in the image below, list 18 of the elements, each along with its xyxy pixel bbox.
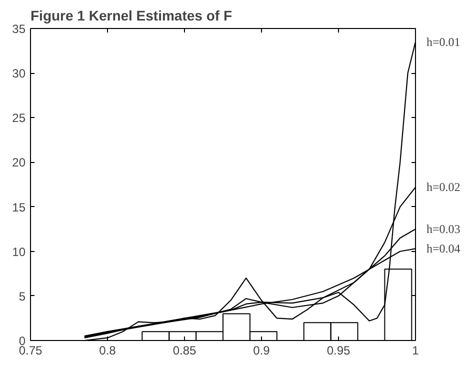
y-tick-label: 35 xyxy=(12,22,26,36)
x-tick-label: 0.9 xyxy=(253,344,270,358)
x-tick-label: 0.85 xyxy=(172,344,197,358)
x-tick-label: 1 xyxy=(412,344,420,358)
y-tick-label: 30 xyxy=(12,66,26,81)
x-tick-label: 0.75 xyxy=(18,344,43,358)
series-label: h=0.02 xyxy=(426,180,460,194)
x-tick-label: 0.8 xyxy=(99,344,116,358)
legend-label: h=0.04 xyxy=(426,242,460,256)
y-tick-label: 25 xyxy=(12,111,26,126)
y-tick-label: 15 xyxy=(12,200,26,214)
series-label: h=0.01 xyxy=(426,34,460,49)
y-tick-label: 20 xyxy=(12,156,26,170)
x-tick-label: 0.95 xyxy=(326,344,351,358)
y-tick-label: 5 xyxy=(18,289,26,304)
chart-title: Figure 1 Kernel Estimates of F xyxy=(30,8,232,24)
series-label: h=0.03 xyxy=(426,222,460,236)
y-tick-label: 10 xyxy=(12,244,26,259)
